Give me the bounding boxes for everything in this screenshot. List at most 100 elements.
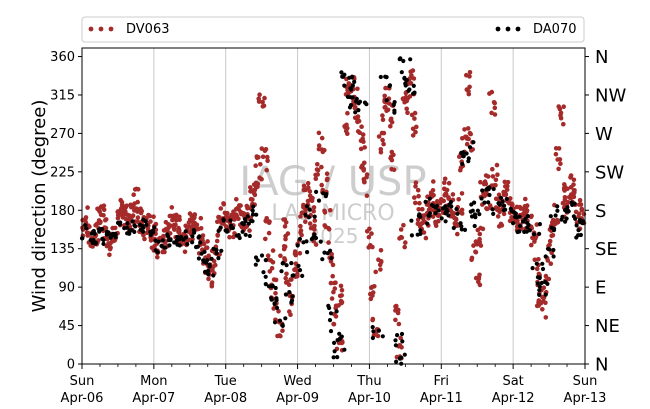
point-da070 [397, 57, 402, 62]
point-da070 [387, 84, 392, 89]
point-da070 [254, 212, 259, 217]
point-da070 [335, 355, 340, 360]
point-da070 [350, 75, 355, 80]
point-dv063 [533, 236, 538, 241]
point-dv063 [579, 206, 584, 212]
point-dv063 [393, 304, 398, 309]
point-dv063 [362, 145, 368, 150]
point-dv063 [312, 218, 318, 223]
point-da070 [539, 280, 544, 285]
point-dv063 [301, 187, 307, 193]
point-da070 [328, 248, 333, 253]
point-dv063 [273, 277, 279, 283]
x-tick-day: Mon [140, 374, 167, 389]
point-da070 [132, 229, 137, 234]
x-tick-date: Apr-11 [420, 391, 463, 406]
point-dv063 [192, 215, 197, 220]
point-dv063 [360, 163, 365, 168]
point-da070 [464, 151, 469, 156]
point-da070 [331, 355, 336, 360]
point-dv063 [276, 309, 281, 314]
point-da070 [337, 331, 342, 336]
point-dv063 [380, 117, 386, 122]
point-da070 [440, 206, 446, 211]
point-da070 [458, 221, 463, 226]
point-da070 [153, 238, 158, 243]
point-da070 [125, 221, 130, 226]
point-dv063 [324, 171, 330, 176]
point-dv063 [254, 155, 260, 161]
point-da070 [553, 213, 558, 218]
point-da070 [447, 202, 452, 207]
y-tick-label: 0 [67, 358, 75, 373]
point-da070 [559, 217, 564, 222]
point-da070 [415, 232, 420, 237]
point-da070 [523, 216, 528, 221]
point-dv063 [524, 209, 529, 215]
point-dv063 [358, 146, 364, 152]
point-da070 [206, 272, 211, 277]
point-da070 [326, 303, 331, 308]
point-dv063 [369, 231, 374, 236]
point-dv063 [313, 176, 319, 181]
point-da070 [547, 247, 552, 252]
point-dv063 [410, 68, 416, 73]
point-dv063 [480, 226, 486, 232]
point-dv063 [414, 124, 419, 130]
point-dv063 [101, 213, 106, 218]
point-dv063 [319, 182, 325, 188]
point-dv063 [548, 261, 554, 267]
point-da070 [321, 191, 326, 196]
point-dv063 [331, 321, 337, 327]
point-dv063 [467, 84, 472, 90]
point-da070 [166, 238, 171, 243]
point-da070 [466, 159, 471, 164]
point-dv063 [355, 119, 360, 124]
point-dv063 [337, 293, 343, 299]
x-tick-date: Apr-07 [132, 391, 175, 406]
point-da070 [205, 258, 210, 263]
point-da070 [263, 282, 268, 287]
point-da070 [472, 200, 477, 205]
point-dv063 [260, 99, 265, 105]
point-da070 [517, 223, 523, 229]
point-dv063 [393, 317, 398, 323]
point-dv063 [301, 183, 307, 189]
point-da070 [520, 219, 526, 224]
point-dv063 [221, 202, 227, 207]
point-dv063 [412, 116, 417, 121]
point-da070 [530, 266, 535, 271]
point-dv063 [110, 225, 115, 231]
point-da070 [537, 288, 542, 293]
point-da070 [289, 261, 294, 266]
point-da070 [537, 231, 542, 236]
point-da070 [300, 273, 305, 278]
point-dv063 [410, 133, 416, 138]
point-dv063 [436, 212, 442, 218]
point-dv063 [389, 166, 394, 172]
point-da070 [444, 209, 449, 214]
point-da070 [153, 248, 158, 253]
point-dv063 [404, 106, 410, 112]
point-dv063 [270, 260, 276, 265]
point-da070 [399, 355, 404, 360]
point-dv063 [402, 244, 408, 250]
legend-marker-da070 [495, 26, 521, 32]
point-da070 [537, 275, 542, 281]
point-dv063 [416, 207, 422, 212]
point-da070 [402, 352, 407, 357]
point-dv063 [328, 280, 334, 286]
point-da070 [418, 228, 423, 233]
point-dv063 [412, 110, 418, 116]
point-da070 [348, 95, 353, 100]
point-dv063 [162, 249, 167, 255]
point-dv063 [504, 187, 510, 192]
point-dv063 [267, 219, 272, 224]
point-dv063 [373, 269, 379, 275]
point-dv063 [451, 211, 456, 217]
point-dv063 [257, 92, 262, 97]
point-dv063 [415, 221, 421, 226]
point-da070 [279, 269, 284, 274]
point-dv063 [123, 205, 128, 210]
point-da070 [477, 212, 482, 217]
